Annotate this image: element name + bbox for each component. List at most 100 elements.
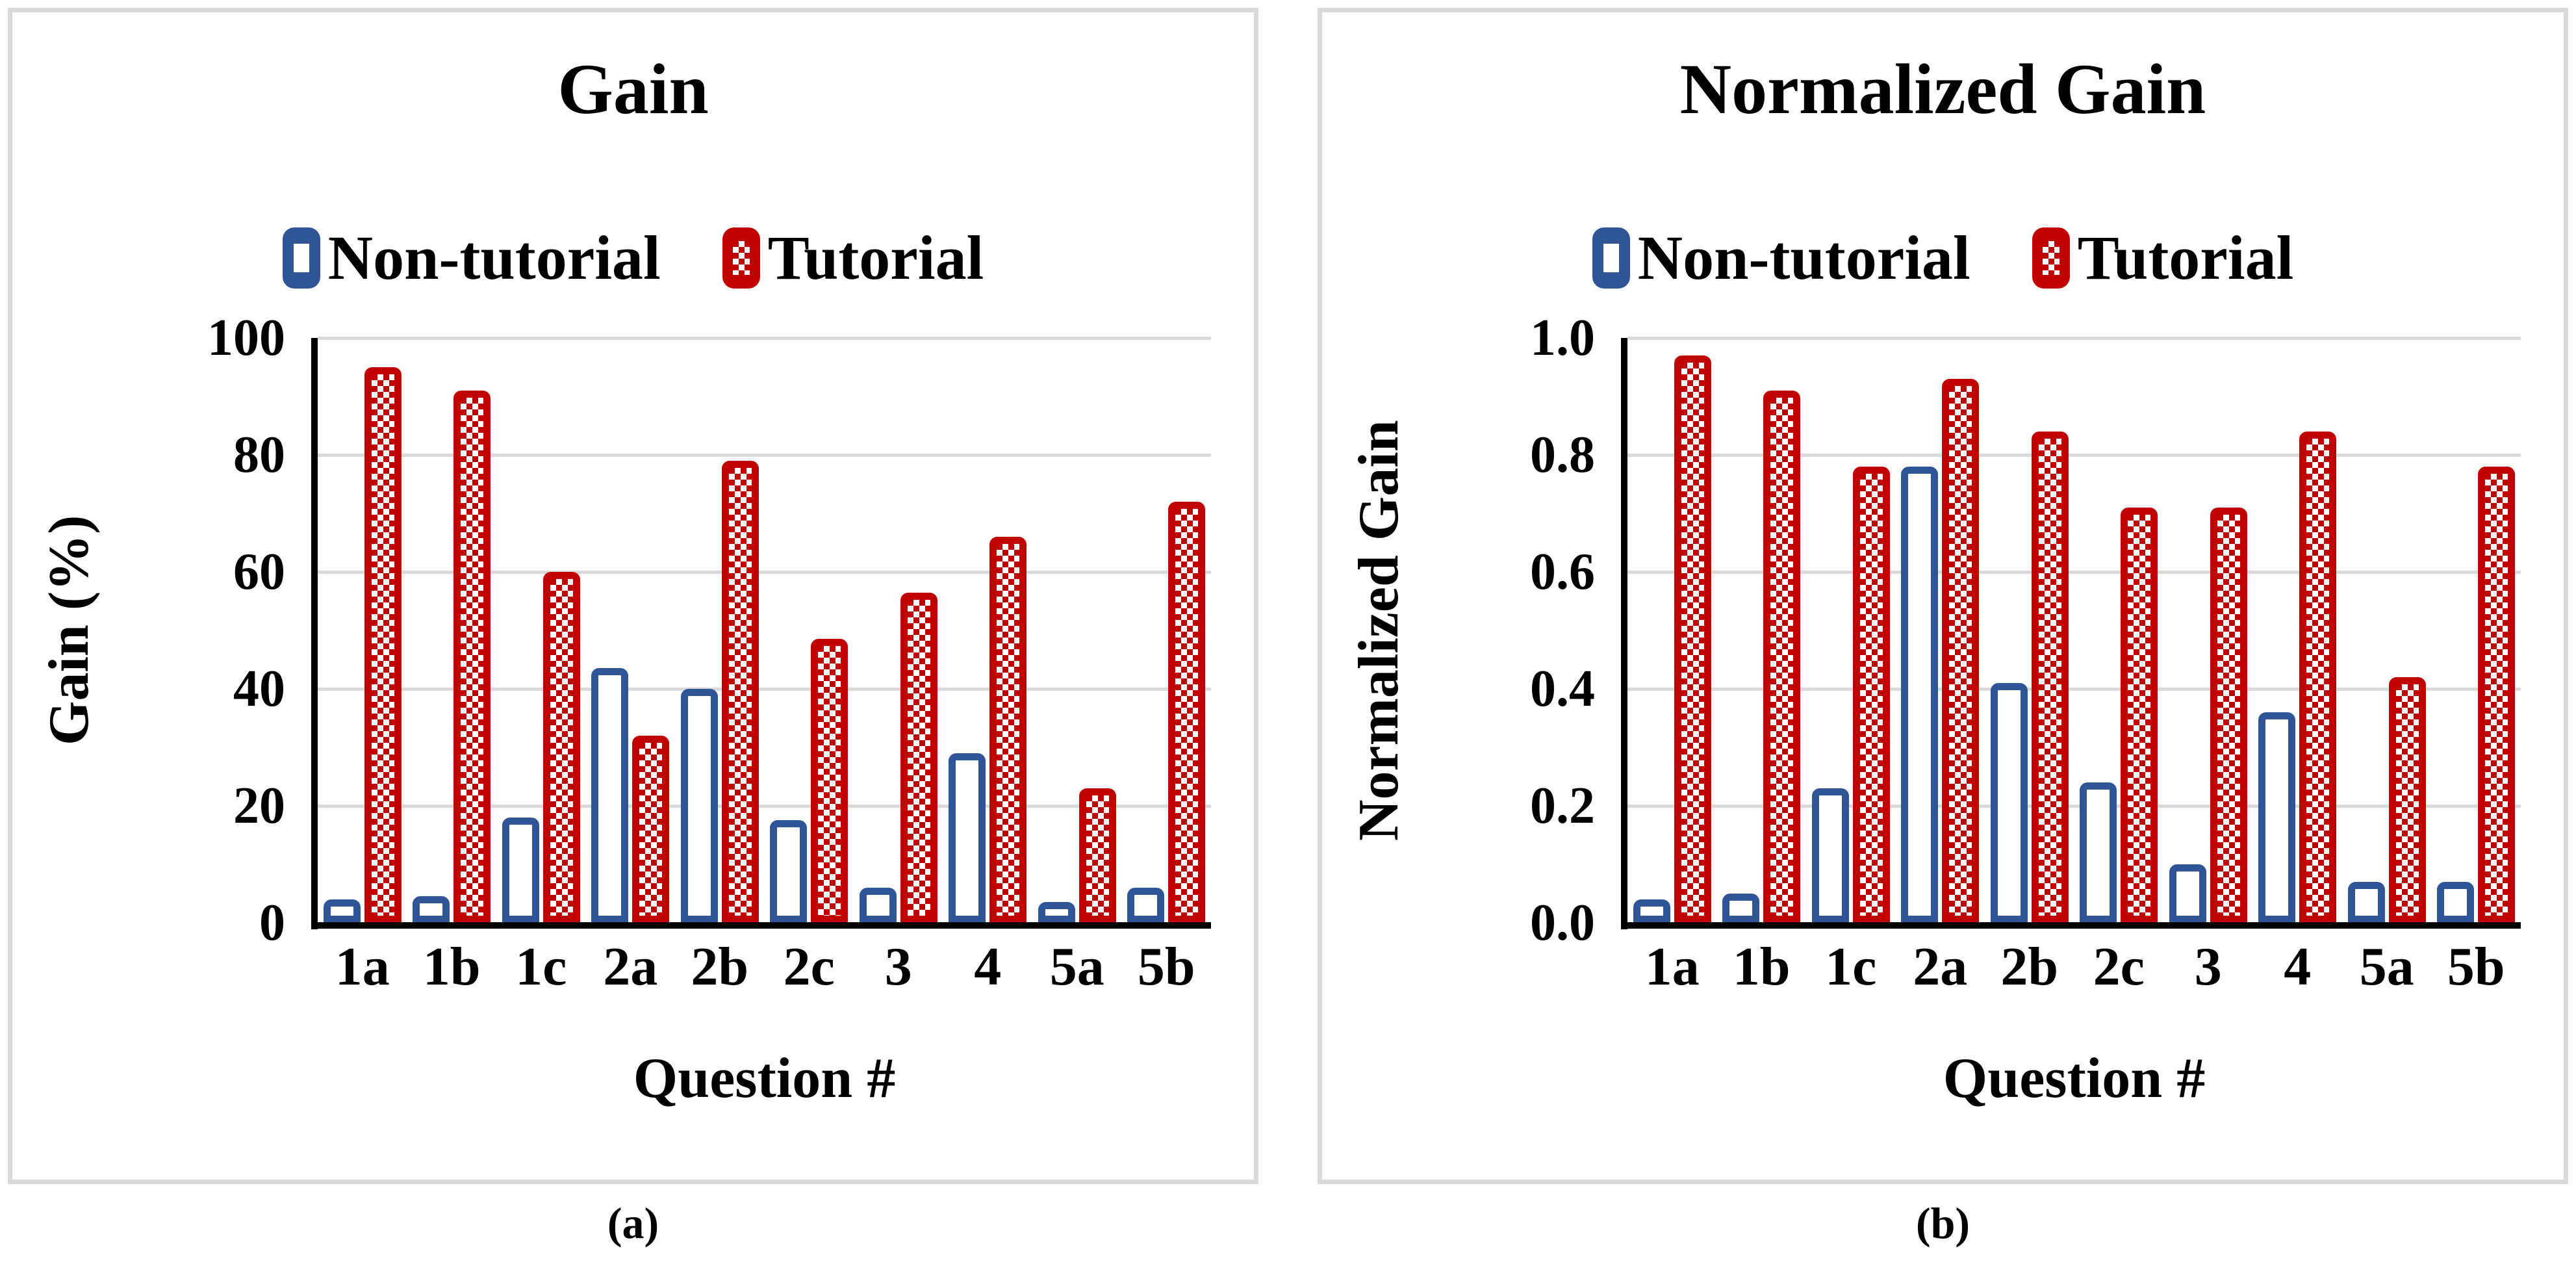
- bar-tutorial-2a: [1942, 379, 1980, 923]
- y-axis-line: [311, 338, 318, 929]
- legend-swatch-inner: [732, 240, 750, 275]
- panel-caption-b: (b): [1915, 1198, 1970, 1248]
- legend-item-tutorial: Tutorial: [722, 222, 984, 294]
- legend: Non-tutorial Tutorial: [1322, 222, 2564, 294]
- legend-label-tutorial: Tutorial: [2077, 223, 2294, 292]
- x-tick-label: 1a: [335, 936, 390, 997]
- bar-non-tutorial-3: [2169, 864, 2206, 923]
- x-tick-label: 2c: [783, 936, 835, 997]
- gridline: [1627, 453, 2521, 457]
- bar-tutorial-3: [2210, 508, 2247, 923]
- gridline: [1627, 570, 2521, 574]
- gridline: [318, 453, 1211, 457]
- bar-tutorial-1b: [453, 391, 491, 923]
- y-tick-label: 0.0: [1530, 894, 1595, 951]
- panel-caption-a: (a): [607, 1198, 659, 1248]
- gridline: [1627, 804, 2521, 808]
- bar-non-tutorial-5b: [2437, 882, 2475, 923]
- bar-non-tutorial-2c: [2080, 782, 2117, 923]
- x-tick-label: 3: [884, 936, 912, 997]
- chart-title: Normalized Gain: [1679, 49, 2206, 129]
- legend-item-tutorial: Tutorial: [2032, 222, 2294, 294]
- x-tick-label: 1c: [1825, 936, 1877, 997]
- x-tick-label: 4: [2284, 936, 2312, 997]
- x-tick-label: 1a: [1644, 936, 1700, 997]
- bar-non-tutorial-1a: [323, 899, 361, 923]
- bar-non-tutorial-1a: [1633, 899, 1670, 923]
- x-tick-label: 1b: [1732, 936, 1791, 997]
- gridline: [1627, 336, 2521, 340]
- legend-label-non-tutorial: Non-tutorial: [327, 223, 661, 292]
- x-tick-label: 2b: [2000, 936, 2059, 997]
- x-tick-label: 4: [974, 936, 1002, 997]
- x-tick-label: 1b: [422, 936, 481, 997]
- bar-tutorial-1b: [1763, 391, 1801, 923]
- legend-label-tutorial: Tutorial: [767, 223, 984, 292]
- bar-tutorial-1c: [1852, 467, 1890, 923]
- plot-area: 0.0 0.2 0.4 0.6 0.8 1.0 1a 1b 1c 2a 2b 2c 3 4 5a 5b: [1530, 309, 2521, 997]
- bar-non-tutorial-2a: [591, 668, 629, 923]
- y-tick-label: 100: [207, 309, 285, 367]
- bar-non-tutorial-1c: [502, 818, 539, 923]
- x-tick-label: 3: [2194, 936, 2222, 997]
- y-tick-label: 80: [233, 426, 285, 484]
- y-tick-label: 0.4: [1530, 660, 1595, 717]
- legend-swatch-inner: [293, 243, 309, 272]
- bar-tutorial-4: [2299, 432, 2337, 923]
- x-axis-title: Question #: [1943, 1047, 2206, 1110]
- bar-non-tutorial-2a: [1901, 467, 1939, 923]
- y-tick-label: 20: [233, 777, 285, 834]
- legend-item-non-tutorial: Non-tutorial: [1592, 222, 1970, 294]
- x-tick-label: 2b: [691, 936, 749, 997]
- y-tick-label: 0.2: [1530, 777, 1595, 834]
- legend-label-non-tutorial: Non-tutorial: [1637, 223, 1970, 292]
- x-tick-label: 5a: [2359, 936, 2414, 997]
- bar-non-tutorial-5a: [1038, 902, 1075, 923]
- legend: Non-tutorial Tutorial: [12, 222, 1254, 294]
- y-tick-label: 0.8: [1530, 426, 1595, 484]
- x-axis-title: Question #: [633, 1047, 896, 1110]
- bar-non-tutorial-1b: [413, 896, 450, 923]
- x-tick-label: 5a: [1049, 936, 1104, 997]
- plot-area: 0 20 40 60 80 100 1a 1b 1c 2a 2b 2c 3 4 5a 5b: [207, 309, 1211, 997]
- bar-tutorial-2c: [2121, 508, 2158, 923]
- x-tick-label: 2a: [1913, 936, 1968, 997]
- bar-non-tutorial-4: [949, 753, 986, 923]
- bar-tutorial-1c: [542, 572, 580, 923]
- legend-swatch-non-tutorial-icon: [282, 227, 320, 289]
- bar-non-tutorial-1b: [1722, 894, 1760, 923]
- y-tick-label: 40: [233, 660, 285, 717]
- gridline: [318, 804, 1211, 808]
- bar-non-tutorial-2b: [1990, 683, 2028, 923]
- x-axis-line: [311, 922, 1211, 929]
- bar-tutorial-5b: [1168, 502, 1206, 923]
- x-axis-line: [1621, 922, 2521, 929]
- y-tick-label: 0: [259, 894, 285, 951]
- bar-tutorial-5a: [1078, 788, 1116, 923]
- legend-item-non-tutorial: Non-tutorial: [282, 222, 661, 294]
- x-tick-label: 5b: [2447, 936, 2505, 997]
- x-tick-label: 1c: [515, 936, 567, 997]
- bar-tutorial-1a: [364, 367, 402, 923]
- legend-swatch-tutorial-icon: [2032, 227, 2070, 289]
- bar-non-tutorial-2b: [680, 689, 718, 923]
- y-axis-line: [1621, 338, 1627, 929]
- bar-tutorial-5a: [2388, 677, 2426, 923]
- y-tick-label: 0.6: [1530, 543, 1595, 600]
- bar-tutorial-1a: [1674, 355, 1711, 923]
- legend-swatch-inner: [2042, 240, 2060, 275]
- bar-tutorial-4: [989, 537, 1027, 923]
- chart-panel-a: Gain Non-tutorial Tutorial Gain (%) 0 20 4…: [8, 8, 1258, 1184]
- x-tick-label: 2c: [2093, 936, 2145, 997]
- bar-non-tutorial-3: [859, 888, 897, 923]
- y-tick-label: 1.0: [1530, 309, 1595, 367]
- bar-tutorial-2c: [811, 639, 848, 923]
- bar-non-tutorial-4: [2258, 712, 2296, 923]
- bar-non-tutorial-2c: [770, 820, 808, 923]
- x-tick-label: 5b: [1137, 936, 1195, 997]
- legend-swatch-tutorial-icon: [722, 227, 760, 289]
- bar-tutorial-2b: [2031, 432, 2069, 923]
- y-tick-label: 60: [233, 543, 285, 600]
- x-tick-label: 2a: [603, 936, 658, 997]
- chart-panel-b: Normalized Gain Non-tutorial Tutorial No…: [1318, 8, 2568, 1184]
